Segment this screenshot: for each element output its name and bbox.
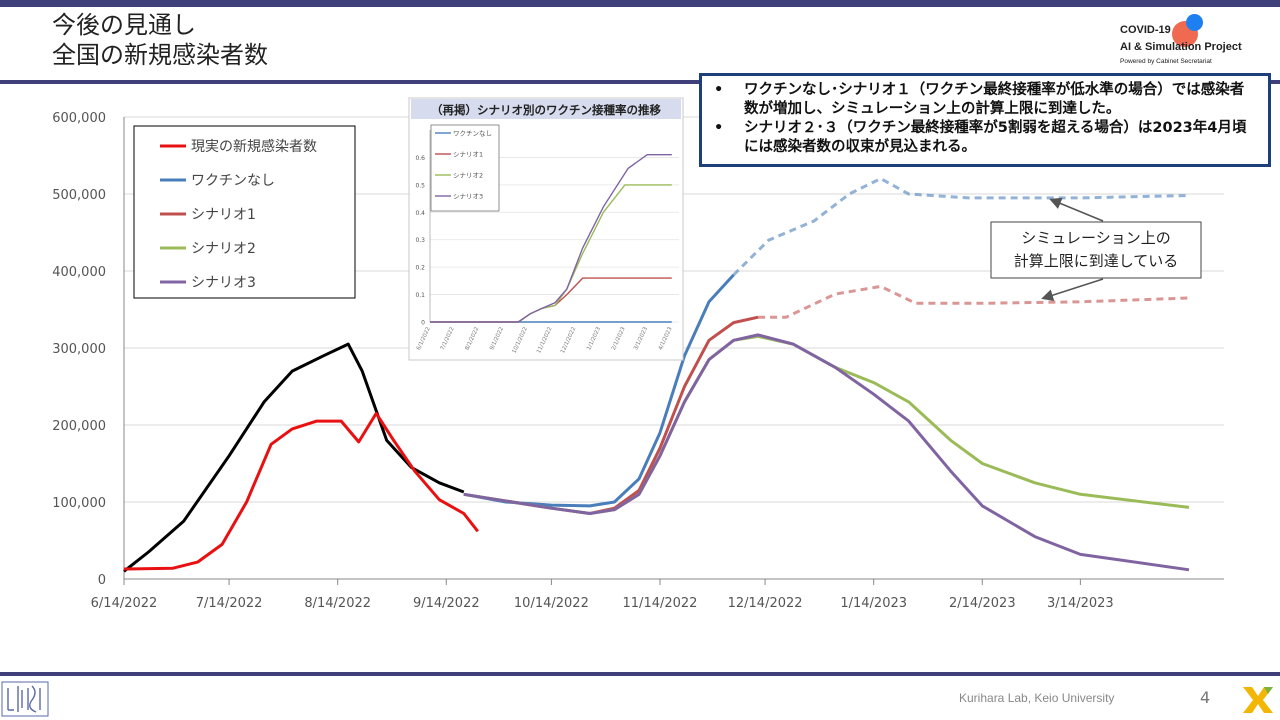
inset-y-tick-label: 0.2 <box>415 265 425 272</box>
page-number: 4 <box>1200 688 1211 707</box>
x-tick-label: 8/14/2022 <box>304 596 371 611</box>
series-scenario3-line <box>463 333 1190 572</box>
inset-y-tick-label: 0.4 <box>415 210 425 217</box>
summary-callout: • ワクチンなし･シナリオ１（ワクチン最終接種率が低水準の場合）では感染者数が増… <box>699 73 1271 167</box>
title-line-2: 全国の新規感染者数 <box>52 41 268 69</box>
annotation-box <box>990 221 1202 279</box>
legend-box <box>133 125 356 299</box>
logo-line-3: Powered by Cabinet Secretariat <box>1120 58 1212 65</box>
y-tick-label: 400,000 <box>52 265 106 280</box>
callout-text-1: ワクチンなし･シナリオ１（ワクチン最終接種率が低水準の場合）では感染者数が増加し… <box>744 82 1245 117</box>
bullet-1: • <box>714 82 724 98</box>
inset-title: （再掲）シナリオ別のワクチン接種率の推移 <box>431 103 661 117</box>
legend-label: シナリオ2 <box>191 241 256 257</box>
annotation-arrow-upper <box>1049 197 1104 222</box>
legend-label: シナリオ3 <box>191 275 256 291</box>
callout-text-2: シナリオ２･３（ワクチン最終接種率が5割弱を超える場合）は2023年4月頃には感… <box>744 120 1247 155</box>
callout-item-1: • ワクチンなし･シナリオ１（ワクチン最終接種率が低水準の場合）では感染者数が増… <box>712 81 1258 119</box>
series-no-vaccine-projection-line <box>732 176 1190 276</box>
bullet-2: • <box>714 120 724 136</box>
y-tick-label: 500,000 <box>52 188 106 203</box>
inset-y-tick-label: 0 <box>421 320 425 327</box>
x-tick-label: 6/14/2022 <box>91 596 158 611</box>
x-tick-label: 9/14/2022 <box>413 596 480 611</box>
y-tick-label: 0 <box>98 573 106 588</box>
x-tick-label: 10/14/2022 <box>514 596 589 611</box>
x-tick-label: 3/14/2023 <box>1047 596 1114 611</box>
series-scenario1-projection-line <box>758 284 1190 319</box>
y-tick-label: 100,000 <box>52 496 106 511</box>
title-line-1: 今後の見通し <box>52 11 196 39</box>
fitted-series-line <box>123 342 465 573</box>
x-tick-label: 7/14/2022 <box>196 596 263 611</box>
legend-label: 現実の新規感染者数 <box>191 138 317 155</box>
series-actual-line <box>123 411 479 571</box>
x-logo <box>1243 687 1273 713</box>
title-divider <box>0 80 1280 84</box>
inset-y-tick-label: 0.1 <box>415 292 425 299</box>
inset-legend-label: シナリオ3 <box>453 193 483 201</box>
legend-label: シナリオ1 <box>191 207 256 223</box>
logo-line-1: COVID-19 <box>1120 24 1171 36</box>
legend-label: ワクチンなし <box>191 173 275 189</box>
y-tick-label: 200,000 <box>52 419 106 434</box>
lab-logo <box>1 681 49 717</box>
inset-series-line <box>430 153 672 323</box>
x-tick-label: 12/14/2022 <box>728 596 803 611</box>
x-tick-label: 1/14/2023 <box>840 596 907 611</box>
inset-title-bar <box>411 99 681 119</box>
covid-project-logo: COVID-19 AI & Simulation Project Powered… <box>1118 14 1268 70</box>
inset-y-tick-label: 0.3 <box>415 237 425 244</box>
x-tick-label: 2/14/2023 <box>949 596 1016 611</box>
annotation-arrow-lower <box>1041 278 1104 301</box>
footer-divider <box>0 672 1280 676</box>
inset-y-tick-label: 0.5 <box>415 182 425 189</box>
x-tick-label: 11/14/2022 <box>623 596 698 611</box>
annotation-line-1: シミュレーション上の <box>1021 229 1170 247</box>
callout-item-2: • シナリオ２･３（ワクチン最終接種率が5割弱を超える場合）は2023年4月頃に… <box>712 119 1258 157</box>
inset-legend-label: ワクチンなし <box>453 130 492 138</box>
inset-legend-label: シナリオ1 <box>453 151 483 159</box>
logo-blue-dot <box>1186 14 1203 31</box>
inset-y-tick-label: 0.6 <box>415 155 425 162</box>
annotation-line-2: 計算上限に到達している <box>1014 252 1179 270</box>
y-tick-label: 300,000 <box>52 342 106 357</box>
logo-line-2: AI & Simulation Project <box>1120 41 1242 53</box>
inset-legend-label: シナリオ2 <box>453 172 483 180</box>
footer-lab-name: Kurihara Lab, Keio University <box>959 691 1115 705</box>
y-tick-label: 600,000 <box>52 111 106 126</box>
top-accent-bar <box>0 0 1280 7</box>
page-title: 今後の見通し 全国の新規感染者数 <box>52 10 268 70</box>
